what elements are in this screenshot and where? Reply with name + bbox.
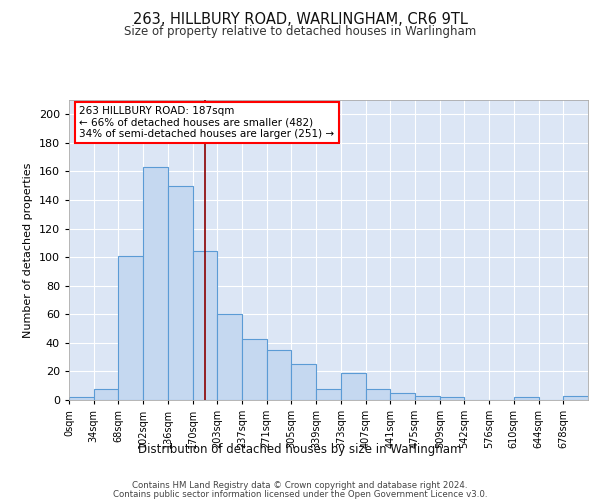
Bar — [143, 167, 168, 400]
Bar — [341, 373, 365, 400]
Text: Contains public sector information licensed under the Open Government Licence v3: Contains public sector information licen… — [113, 490, 487, 499]
Bar — [118, 256, 143, 400]
Bar — [514, 397, 539, 400]
Text: Size of property relative to detached houses in Warlingham: Size of property relative to detached ho… — [124, 25, 476, 38]
Bar — [168, 186, 193, 400]
Bar — [193, 252, 217, 400]
Bar — [69, 397, 94, 400]
Bar — [415, 396, 440, 400]
Text: Contains HM Land Registry data © Crown copyright and database right 2024.: Contains HM Land Registry data © Crown c… — [132, 481, 468, 490]
Y-axis label: Number of detached properties: Number of detached properties — [23, 162, 33, 338]
Bar — [94, 388, 118, 400]
Bar — [242, 338, 267, 400]
Bar — [390, 393, 415, 400]
Bar — [217, 314, 242, 400]
Bar — [365, 388, 390, 400]
Bar — [292, 364, 316, 400]
Text: 263 HILLBURY ROAD: 187sqm
← 66% of detached houses are smaller (482)
34% of semi: 263 HILLBURY ROAD: 187sqm ← 66% of detac… — [79, 106, 335, 139]
Text: Distribution of detached houses by size in Warlingham: Distribution of detached houses by size … — [138, 442, 462, 456]
Bar — [316, 388, 341, 400]
Bar — [440, 397, 464, 400]
Bar — [267, 350, 292, 400]
Bar — [563, 396, 588, 400]
Text: 263, HILLBURY ROAD, WARLINGHAM, CR6 9TL: 263, HILLBURY ROAD, WARLINGHAM, CR6 9TL — [133, 12, 467, 28]
